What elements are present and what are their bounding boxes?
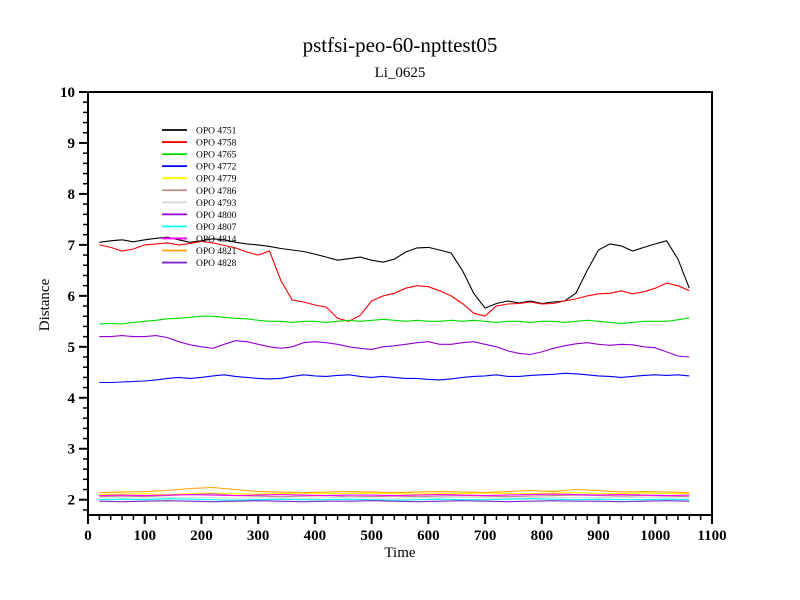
chart-subtitle: Li_0625: [375, 65, 426, 81]
series-lines: [99, 236, 690, 503]
legend-entry: OPO 4828: [162, 259, 237, 269]
y-tick-label: 6: [68, 289, 76, 305]
y-axis-label: Distance: [37, 278, 53, 331]
legend-entry: OPO 4793: [162, 199, 237, 209]
legend-label: OPO 4765: [196, 151, 237, 161]
legend-label: OPO 4786: [196, 187, 237, 197]
legend-label: OPO 4828: [196, 259, 237, 269]
plot-frame: [87, 91, 713, 516]
legend-label: OPO 4814: [196, 235, 237, 245]
series-line-opo-4800: [99, 335, 690, 358]
series-line-opo-4793: [99, 496, 690, 499]
x-tick-label: 400: [304, 528, 327, 544]
legend-entry: OPO 4800: [162, 211, 237, 221]
x-tick-label: 300: [247, 528, 270, 544]
legend-entry: OPO 4821: [162, 247, 237, 257]
x-tick-label: 1000: [640, 528, 670, 544]
series-line-opo-4807: [99, 498, 690, 501]
y-tick-label: 2: [68, 493, 76, 509]
series-line-opo-4821: [99, 486, 690, 494]
legend-entry: OPO 4765: [162, 151, 237, 161]
series-line-opo-4765: [99, 315, 690, 325]
series-line-opo-4779: [99, 492, 690, 496]
x-tick-label: 800: [531, 528, 554, 544]
series-line-opo-4814: [99, 493, 690, 497]
legend-label: OPO 4758: [196, 139, 237, 149]
legend-label: OPO 4807: [196, 223, 237, 233]
legend-entry: OPO 4779: [162, 175, 237, 185]
x-tick-label: 500: [360, 528, 383, 544]
x-tick-label: 700: [474, 528, 497, 544]
legend-entry: OPO 4807: [162, 223, 237, 233]
y-tick-label: 8: [68, 187, 76, 203]
legend: OPO 4751 OPO 4758 OPO 4765 OPO 4772 OPO 4779…: [162, 127, 237, 269]
y-tick-label: 7: [68, 238, 76, 254]
legend-entry: OPO 4786: [162, 187, 237, 197]
legend-entry: OPO 4814: [162, 235, 237, 245]
legend-label: OPO 4800: [196, 211, 237, 221]
x-tick-label: 100: [133, 528, 156, 544]
legend-label: OPO 4779: [196, 175, 237, 185]
y-tick-label: 10: [60, 85, 75, 101]
y-tick-label: 4: [68, 391, 76, 407]
legend-entry: OPO 4772: [162, 163, 237, 173]
x-axis-label: Time: [384, 545, 415, 561]
axes: 0 100 200 300 400 500 600 700 800 900 1000 1100 2 3 4 5…: [60, 85, 727, 544]
series-line-opo-4751: [99, 236, 690, 309]
legend-label: OPO 4772: [196, 163, 237, 173]
y-tick-label: 9: [68, 136, 76, 152]
x-tick-label: 600: [417, 528, 440, 544]
legend-label: OPO 4793: [196, 199, 237, 209]
series-line-opo-4772: [99, 372, 690, 384]
series-line-opo-4758: [99, 240, 690, 322]
y-tick-label: 5: [68, 340, 76, 356]
x-tick-label: 1100: [697, 528, 726, 544]
legend-entry: OPO 4751: [162, 127, 237, 137]
legend-label: OPO 4751: [196, 127, 237, 137]
x-tick-label: 200: [190, 528, 213, 544]
y-tick-label: 3: [68, 442, 76, 458]
series-line-opo-4828: [99, 500, 690, 503]
x-tick-label: 0: [84, 528, 92, 544]
chart-title: pstfsi-peo-60-npttest05: [303, 33, 498, 57]
x-tick-label: 900: [587, 528, 610, 544]
legend-label: OPO 4821: [196, 247, 237, 257]
legend-entry: OPO 4758: [162, 139, 237, 149]
